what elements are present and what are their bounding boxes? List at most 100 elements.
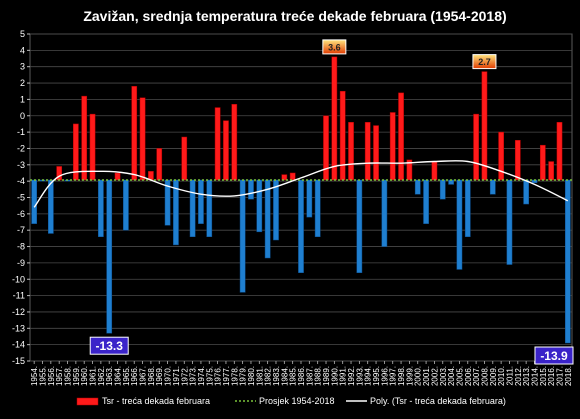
x-tick-label: 1967. [139,366,148,386]
min-callout-box [89,336,129,355]
bar-1965 [123,179,129,231]
x-tick-label: 2009. [489,366,498,386]
y-tick-label: -10 [12,274,25,284]
legend-label-trend: Poly. (Tsr - treća dekada februara) [370,396,506,406]
bar-1979 [239,179,246,293]
bar-1992 [348,122,354,181]
bar-1997 [389,112,396,181]
bar-1966 [131,86,138,181]
x-tick-label: 1994. [364,366,373,386]
x-tick-label: 1992. [347,366,356,386]
min-callout-label: -13.9 [540,349,568,363]
x-tick-label: 1982. [264,366,273,386]
max-callout-box [322,39,347,55]
max-callout-label: 3.6 [328,42,341,52]
bar-2013 [523,179,529,205]
x-tick-label: 1959. [72,366,81,386]
x-tick-label: 2002. [430,366,439,386]
bar-1954 [31,179,38,224]
x-tick-label: 1955. [39,366,48,386]
x-tick-label: 1989. [322,366,331,386]
bar-2000 [414,179,421,195]
bar-1978 [231,104,238,181]
legend-label-bars: Tsr - treća dekada februara [102,396,210,406]
bar-2010 [498,131,504,181]
bar-2017 [556,122,563,181]
bar-2001 [423,179,429,224]
x-tick-label: 1958. [64,366,73,386]
x-tick-label: 1970. [164,366,173,386]
x-tick-label: 2005. [455,366,464,386]
legend-swatch-bars [76,397,99,406]
x-tick-label: 1968. [147,366,156,386]
bar-1984 [281,174,288,181]
y-tick-label: -2 [17,143,25,153]
bar-1972 [181,136,188,181]
y-tick-label: -7 [17,225,25,235]
x-tick-label: 2012. [514,366,523,386]
x-tick-label: 1962. [97,366,106,386]
bar-1994 [364,122,371,181]
x-tick-label: 1987. [305,366,314,386]
bar-1990 [331,56,338,181]
x-tick-label: 1979. [239,366,248,386]
x-tick-label: 1972. [180,366,189,386]
bar-1963 [106,179,113,334]
bar-2009 [489,179,496,195]
y-axis: 5 4 3 2 1 0 -1 -2 -3 -4 -5 -6 -7 -8 -9 -10 -11 -12 -13 -14 -… [12,29,30,366]
legend: Tsr - treća dekada februara Prosjek 1954-… [76,396,506,406]
bar-1981 [256,179,263,233]
bar-2006 [464,179,471,237]
bar-2016 [548,161,554,181]
y-tick-label: -4 [17,176,25,186]
x-tick-label: 1983. [272,366,281,386]
y-tick-label: 2 [20,78,25,88]
x-tick-label: 1980. [247,366,256,386]
x-tick-label: 2016. [547,366,556,386]
max-callout-label: 2.7 [478,57,491,67]
x-tick-label: 2006. [464,366,473,386]
x-tick-label: 1971. [172,366,181,386]
x-tick-label: 2013. [522,366,531,386]
bar-1996 [381,179,388,247]
y-tick-label: 3 [20,62,25,72]
bar-1964 [114,172,121,181]
x-tick-label: 2018. [564,366,573,386]
bar-1974 [198,179,204,224]
y-tick-label: -14 [12,340,25,350]
x-tick-label: 1957. [55,366,64,386]
y-tick-label: -12 [12,307,25,317]
x-tick-label: 2004. [447,366,456,386]
x-tick-label: 1999. [405,366,414,386]
bar-1991 [339,90,346,181]
x-tick-label: 2000. [414,366,423,386]
x-tick-label: 1974. [197,366,206,386]
legend-label-average: Prosjek 1954-2018 [259,396,335,406]
x-tick-label: 2003. [439,366,448,386]
x-tick-label: 1990. [330,366,339,386]
x-tick-label: 1969. [155,366,164,386]
x-tick-label: 1993. [355,366,364,386]
bar-1975 [206,179,213,237]
bar-2008 [481,71,488,181]
min-callout-box [534,346,574,365]
bar-1977 [223,120,229,181]
x-tick-label: 2001. [422,366,431,386]
bar-1985 [289,172,296,181]
bar-1956 [48,179,54,234]
y-tick-label: -15 [12,356,25,366]
x-tick-label: 1981. [255,366,264,386]
bar-2002 [431,161,438,181]
x-tick-label: 2010. [497,366,506,386]
bar-1962 [98,179,104,237]
bar-2018 [564,179,571,344]
x-tick-label: 2017. [556,366,565,386]
x-tick-label: 1988. [314,366,323,386]
y-tick-label: 5 [20,29,25,39]
x-tick-label: 1973. [189,366,198,386]
x-axis: 1954. 1955. 1956. 1957. 1958. 1959. 1960. 1961.… [30,361,573,386]
y-tick-label: -1 [17,127,25,137]
bar-1995 [373,125,379,181]
bar-1969 [156,148,163,181]
